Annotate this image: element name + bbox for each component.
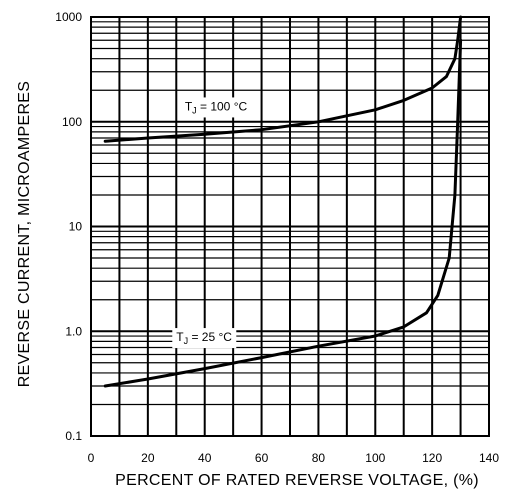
curve-label-background [172,328,237,349]
x-tick-label: 80 [312,451,326,465]
x-tick-labels: 0 20 40 60 80 100 120 140 [88,451,500,465]
plot-frame [90,16,490,437]
plot-grid [91,17,489,436]
y-tick-label: 1.0 [65,324,82,338]
y-tick-label: 10 [69,220,83,234]
x-tick-label: 60 [255,451,269,465]
curves: TJ = 100 °C TJ = 25 °C [103,15,463,388]
x-axis-label: PERCENT OF RATED REVERSE VOLTAGE, (%) [115,472,479,489]
curve-label: TJ = 25 °C [176,330,232,346]
x-tick-label: 100 [365,451,385,465]
x-tick-label: 20 [141,451,155,465]
y-tick-label: 1000 [55,10,82,24]
y-axis-label: REVERSE CURRENT, MICROAMPERES [16,81,33,388]
x-tick-label: 0 [88,451,95,465]
y-tick-labels: 0.1 1.0 10 100 1000 [55,10,82,443]
y-tick-label: 100 [62,115,82,129]
y-tick-label: 0.1 [65,429,82,443]
x-tick-label: 120 [422,451,442,465]
curve-1 [103,15,463,143]
curve-label-background [180,97,252,118]
x-tick-label: 40 [198,451,212,465]
x-tick-label: 140 [479,451,499,465]
curve-2 [103,38,463,388]
curve-label: TJ = 100 °C [185,99,248,115]
